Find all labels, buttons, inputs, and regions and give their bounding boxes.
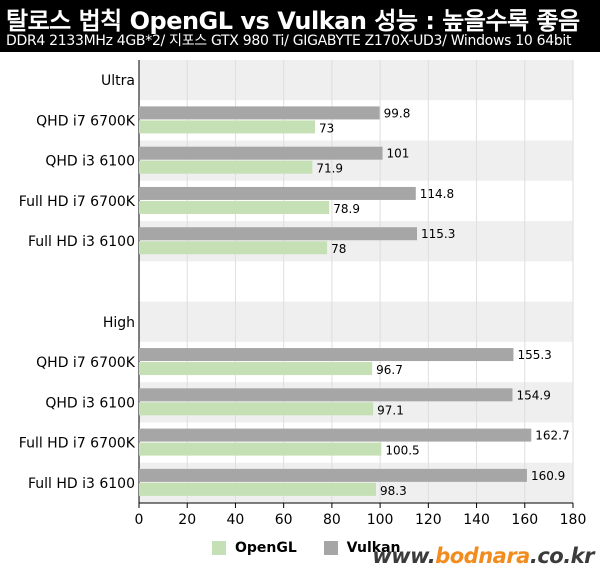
data-label-opengl: 96.7	[376, 363, 403, 377]
data-label-opengl: 97.1	[377, 403, 404, 417]
legend: OpenGL Vulkan	[212, 540, 423, 559]
bar-opengl	[139, 442, 382, 456]
chart-title: 탈로스 법칙 OpenGL vs Vulkan 성능 : 높을수록 좋음	[6, 7, 580, 35]
data-label-vulkan: 154.9	[516, 388, 550, 402]
bar-vulkan	[139, 348, 514, 362]
bar-opengl	[139, 200, 330, 214]
data-label-vulkan: 114.8	[420, 187, 454, 201]
bar-vulkan	[139, 227, 418, 241]
category-label: QHD i7 6700K	[36, 355, 136, 371]
x-tick-label: 120	[415, 512, 442, 528]
bar-vulkan	[139, 388, 513, 402]
category-label: Full HD i7 6700K	[19, 194, 136, 210]
data-label-opengl: 73	[319, 121, 334, 135]
x-tick-label: 40	[227, 512, 245, 528]
data-label-opengl: 98.3	[380, 484, 407, 498]
row-band	[139, 261, 573, 302]
category-label: Full HD i3 6100	[28, 476, 135, 492]
bar-vulkan	[139, 146, 383, 160]
bar-vulkan	[139, 428, 532, 442]
group-label: High	[103, 315, 135, 331]
bar-opengl	[139, 160, 313, 174]
bar-vulkan	[139, 186, 416, 200]
group-label: Ultra	[101, 73, 135, 89]
x-tick-label: 0	[135, 512, 144, 528]
row-band	[139, 60, 573, 101]
legend-swatch-vulkan	[323, 541, 338, 555]
category-label: QHD i3 6100	[45, 395, 135, 411]
watermark-prefix: www.	[372, 544, 436, 568]
chart-header: 탈로스 법칙 OpenGL vs Vulkan 성능 : 높을수록 좋음 DDR…	[0, 0, 600, 52]
legend-swatch-opengl	[212, 541, 226, 555]
legend-label-vulkan: Vulkan	[346, 540, 401, 556]
legend-item-vulkan: Vulkan	[323, 540, 401, 556]
bar-opengl	[139, 482, 377, 496]
category-label: Full HD i7 6700K	[19, 436, 136, 452]
bar-opengl	[139, 362, 373, 376]
data-label-vulkan: 115.3	[421, 227, 455, 241]
category-label: QHD i7 6700K	[36, 113, 136, 129]
bar-opengl	[139, 241, 328, 255]
chart-subtitle: DDR4 2133MHz 4GB*2/ 지포스 GTX 980 Ti/ GIGA…	[6, 33, 572, 49]
row-band	[139, 301, 573, 342]
x-tick-label: 100	[367, 512, 394, 528]
data-label-vulkan: 162.7	[535, 429, 569, 443]
bar-vulkan	[139, 106, 380, 120]
x-tick-label: 20	[178, 512, 196, 528]
data-label-opengl: 78	[331, 242, 346, 256]
bar-opengl	[139, 402, 374, 416]
x-tick-label: 80	[323, 512, 341, 528]
data-label-vulkan: 155.3	[517, 348, 551, 362]
data-label-vulkan: 99.8	[384, 106, 411, 120]
x-tick-label: 60	[275, 512, 293, 528]
x-tick-label: 140	[463, 512, 490, 528]
data-label-vulkan: 160.9	[531, 469, 565, 483]
data-label-opengl: 71.9	[316, 162, 343, 176]
watermark-suffix: .co.kr	[529, 544, 595, 568]
bar-chart: 0 20 40 60 80 100 120 140 160 180 Ultra QHD i7 6700…	[19, 60, 587, 528]
legend-label-opengl: OpenGL	[235, 540, 297, 556]
watermark-brand: bodnara	[435, 544, 530, 568]
category-label: Full HD i3 6100	[28, 234, 135, 250]
watermark: www.bodnara.co.kr	[372, 544, 594, 568]
bar-vulkan	[139, 468, 527, 482]
data-label-opengl: 100.5	[385, 444, 419, 458]
x-tick-label: 180	[560, 512, 587, 528]
bar-opengl	[139, 120, 316, 134]
data-label-opengl: 78.9	[333, 202, 360, 216]
category-label: QHD i3 6100	[45, 154, 135, 170]
x-tick-label: 160	[511, 512, 538, 528]
data-label-vulkan: 101	[387, 147, 410, 161]
legend-item-opengl: OpenGL	[212, 540, 297, 556]
